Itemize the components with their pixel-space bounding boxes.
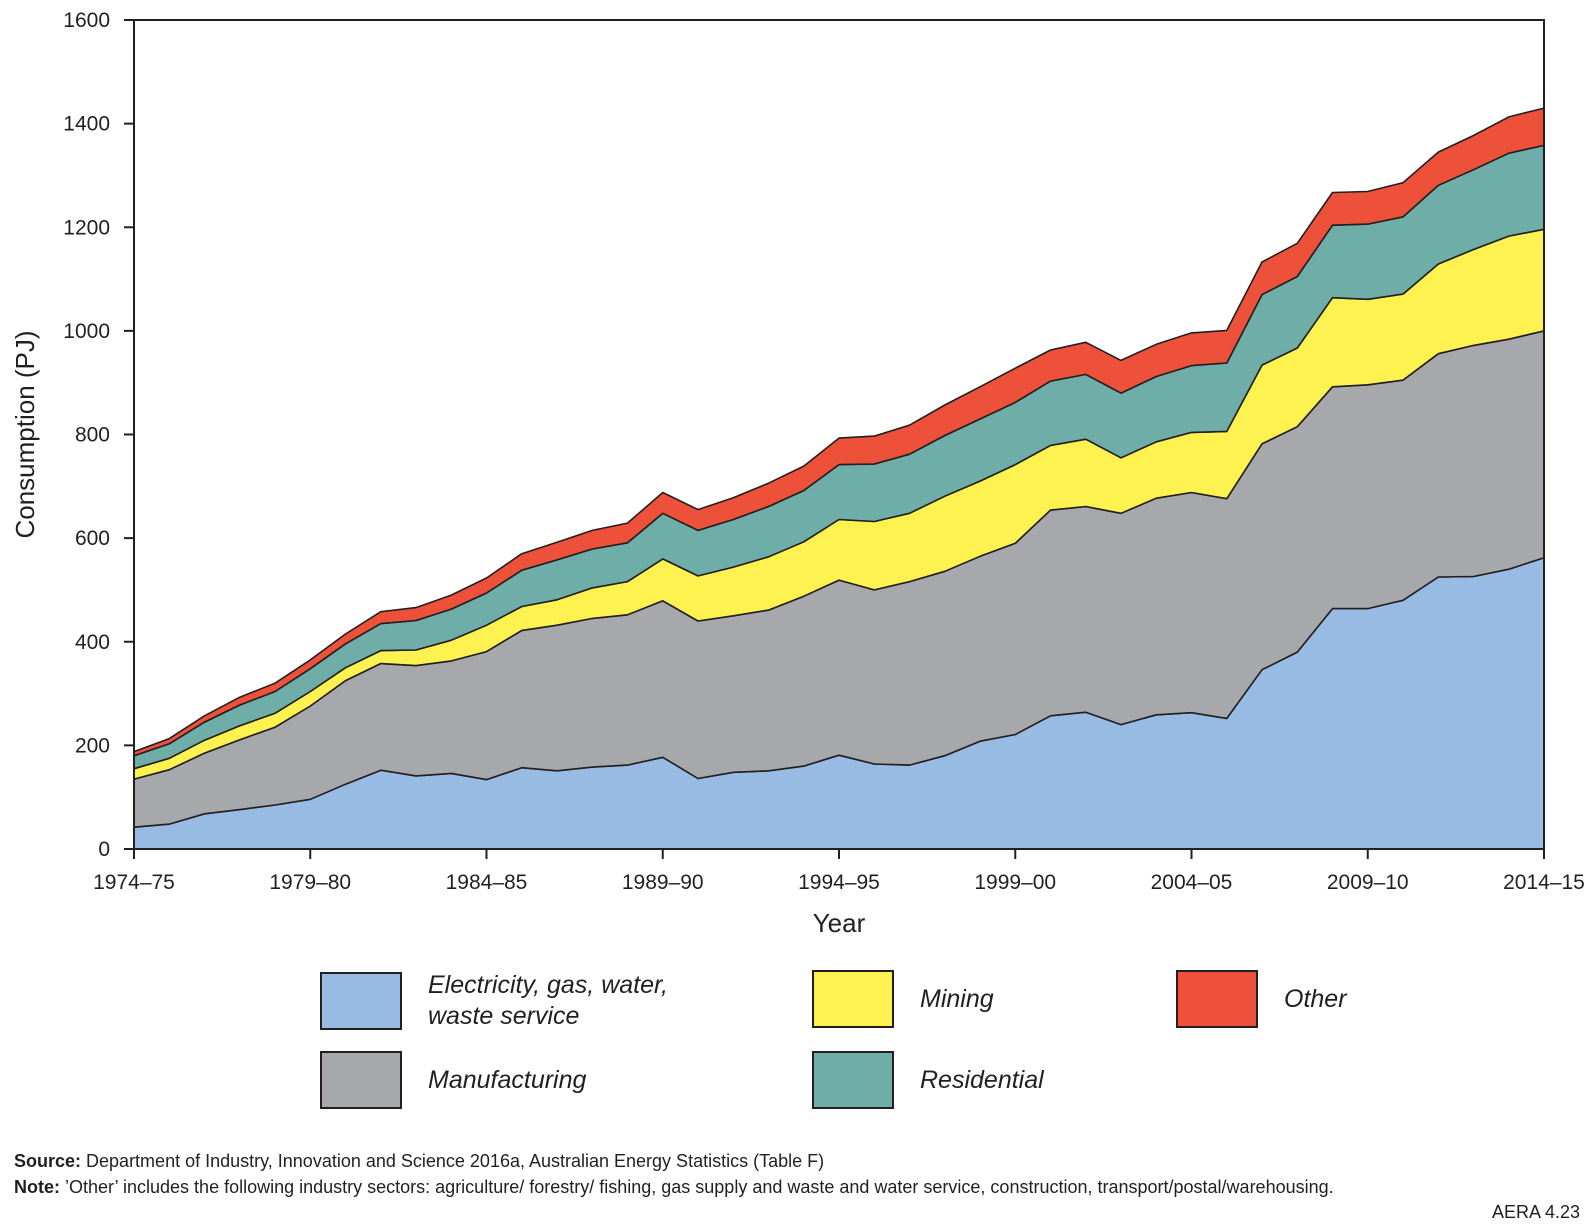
chart-areas (133, 107, 1545, 850)
legend-label-electricity-line2: waste service (428, 1002, 580, 1030)
legend-label-mining: Mining (920, 984, 994, 1013)
legend-item-other: Other (1176, 970, 1584, 1028)
source-text: Department of Industry, Innovation and S… (81, 1151, 825, 1171)
y-tick-label-7: 1400 (63, 113, 110, 136)
x-axis-title: Year (813, 908, 866, 938)
legend-swatch-manufacturing (320, 1051, 402, 1109)
y-tick-label-0: 0 (98, 838, 110, 861)
legend-item-residential: Residential (812, 1051, 1220, 1109)
x-tick-label-8: 2014–15 (1503, 871, 1585, 894)
x-tick-label-0: 1974–75 (93, 871, 175, 894)
legend-label-manufacturing: Manufacturing (428, 1065, 587, 1094)
y-tick-label-6: 1200 (63, 216, 110, 239)
legend-label-electricity-line1: Electricity, gas, water, (428, 971, 668, 999)
legend-item-mining: Mining (812, 970, 1220, 1028)
x-tick-label-6: 2004–05 (1151, 871, 1233, 894)
x-tick-label-2: 1984–85 (446, 871, 528, 894)
legend-item-manufacturing: Manufacturing (320, 1051, 728, 1109)
x-tick-label-5: 1999–00 (974, 871, 1056, 894)
y-tick-label-4: 800 (75, 424, 110, 447)
y-tick-label-3: 600 (75, 527, 110, 550)
x-tick-label-1: 1979–80 (269, 871, 351, 894)
legend-swatch-mining (812, 970, 894, 1028)
figure-id: AERA 4.23 (1491, 1202, 1580, 1222)
note-text: ’Other’ includes the following industry … (60, 1177, 1334, 1197)
y-tick-label-5: 1000 (63, 320, 110, 343)
x-tick-label-7: 2009–10 (1327, 871, 1409, 894)
legend-swatch-other (1176, 970, 1258, 1028)
y-tick-label-2: 400 (75, 631, 110, 654)
note-label: Note: (14, 1177, 60, 1197)
note-line: Note: ’Other’ includes the following ind… (14, 1177, 1334, 1198)
legend-label-residential: Residential (920, 1065, 1044, 1094)
x-tick-label-3: 1989–90 (622, 871, 704, 894)
legend-label-electricity: Electricity, gas, water, waste service (428, 970, 728, 1032)
legend-item-electricity: Electricity, gas, water, waste service (320, 970, 728, 1032)
y-tick-label-1: 200 (75, 734, 110, 757)
chart-axes: 0 200 400 600 800 1000 1200 1400 1600 1974–75 1979… (63, 9, 1585, 894)
legend-swatch-electricity (320, 972, 402, 1030)
x-tick-label-4: 1994–95 (798, 871, 880, 894)
y-tick-label-8: 1600 (63, 9, 110, 32)
y-axis-title: Consumption (PJ) (10, 330, 40, 538)
source-label: Source: (14, 1151, 82, 1171)
legend-label-other: Other (1284, 984, 1347, 1013)
legend-swatch-residential (812, 1051, 894, 1109)
source-line: Source: Department of Industry, Innovati… (14, 1151, 824, 1172)
stacked-area-chart: 0 200 400 600 800 1000 1200 1400 1600 1974–75 1979… (10, 9, 1585, 938)
